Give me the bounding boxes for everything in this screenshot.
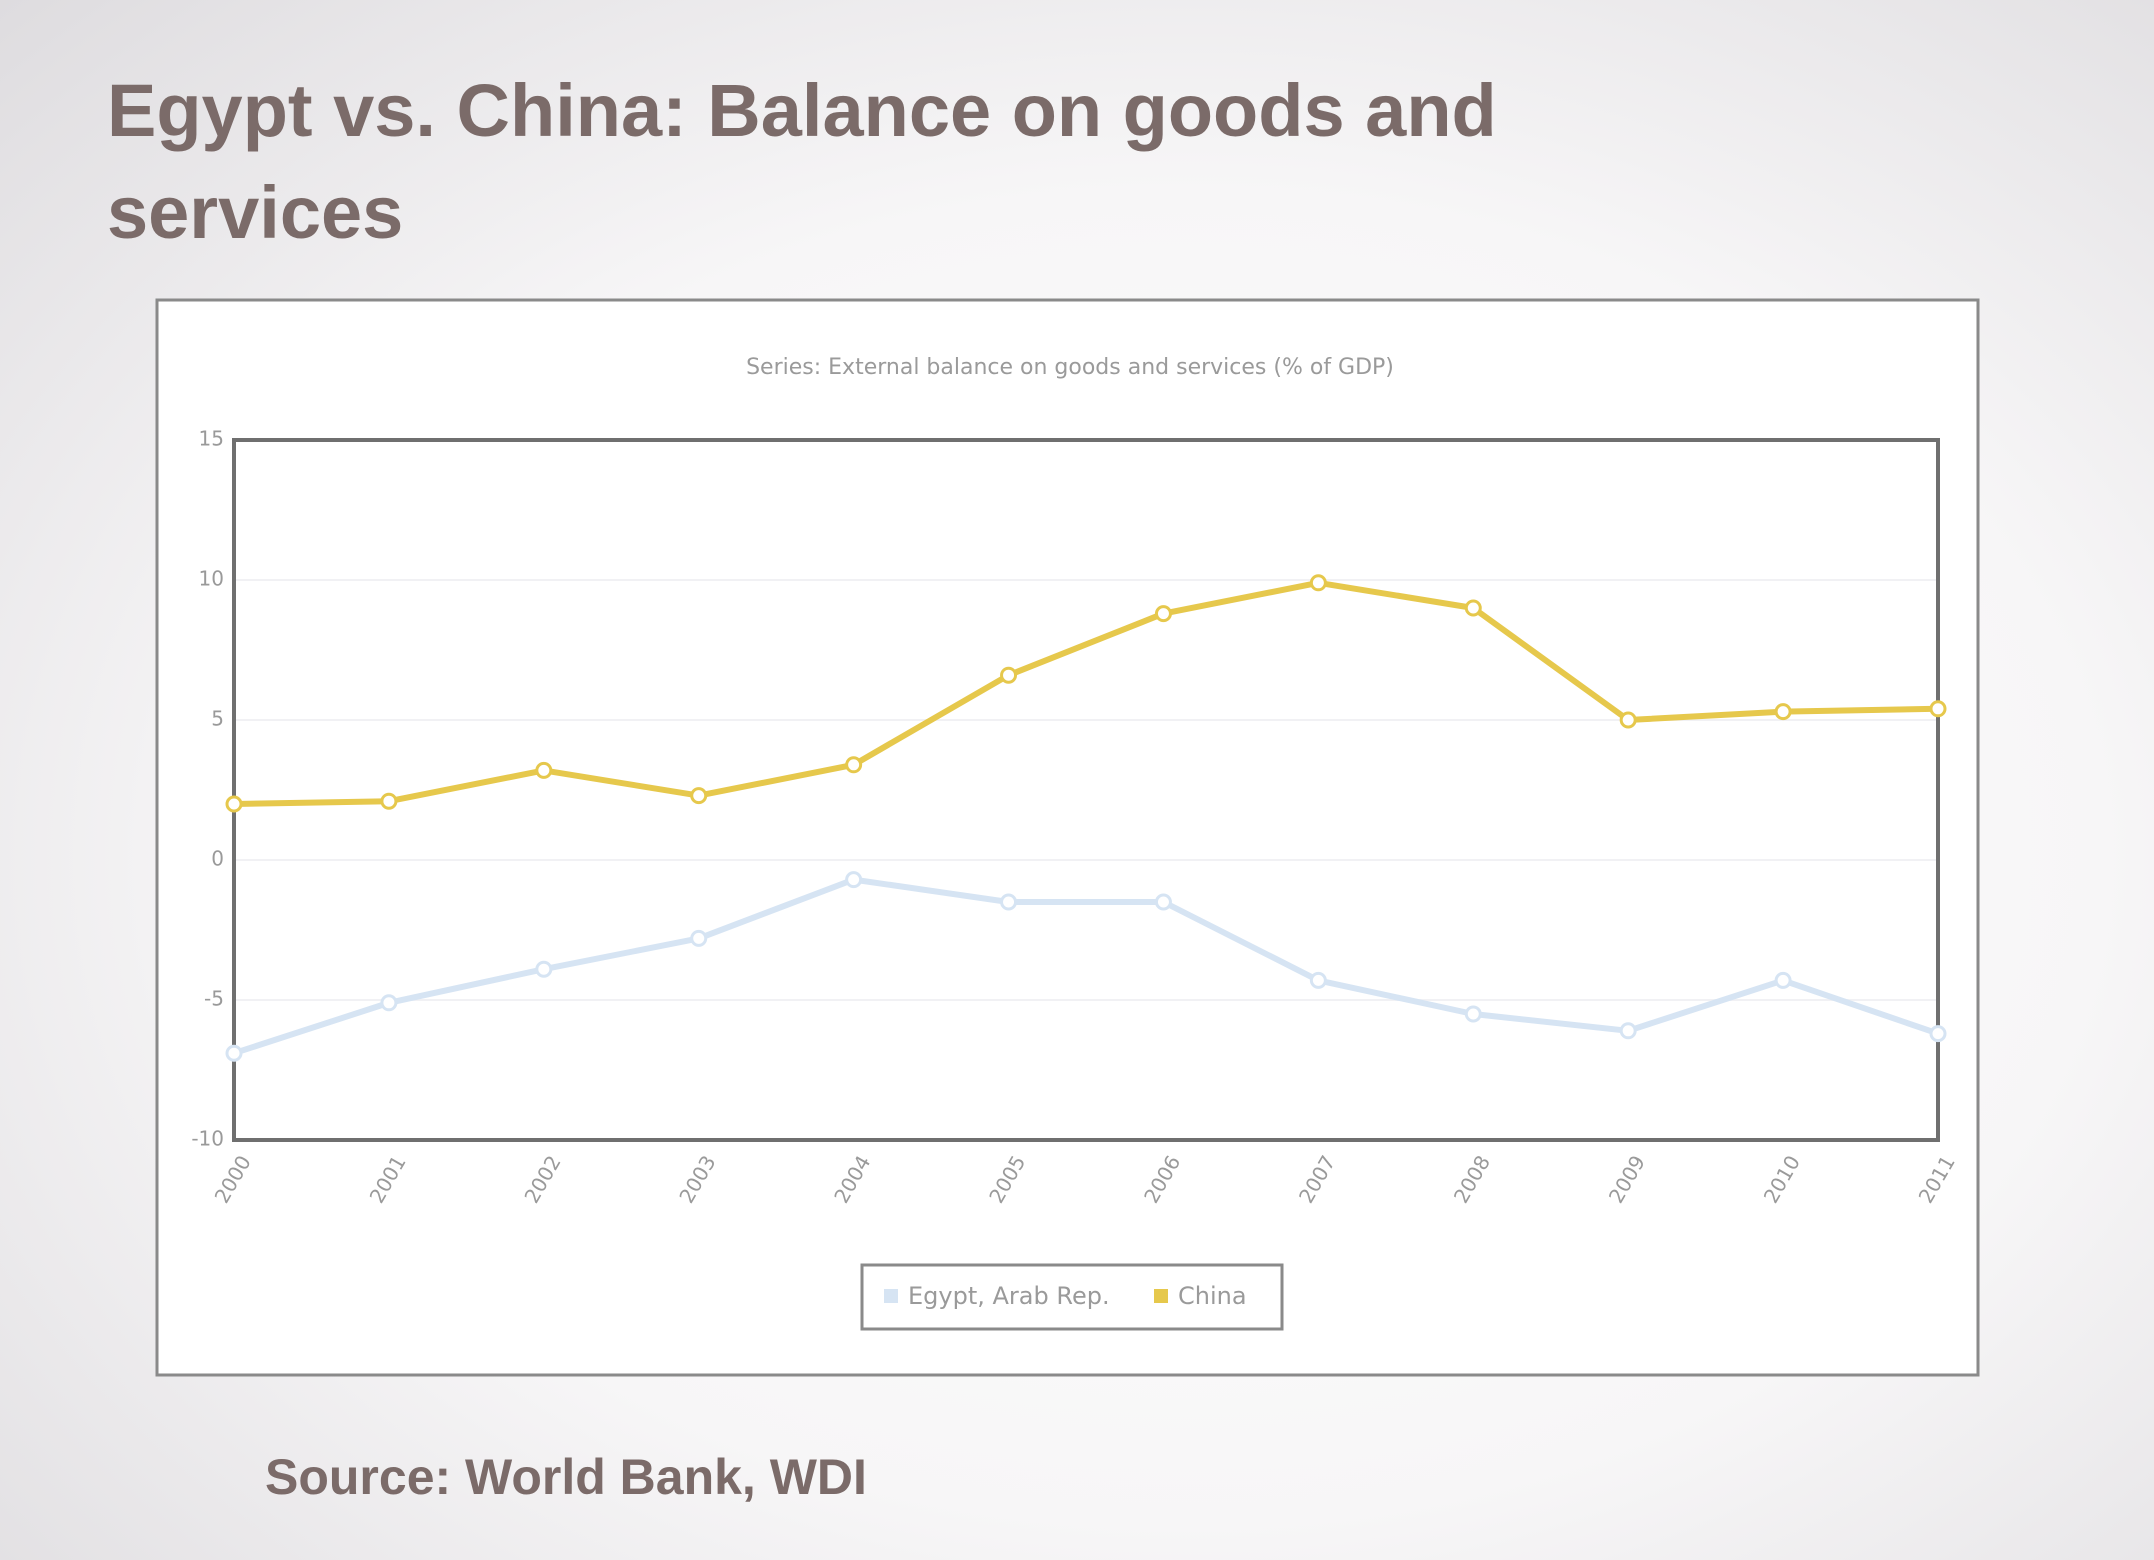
data-point (1154, 605, 1172, 623)
data-point (1000, 893, 1018, 911)
data-point (535, 761, 553, 779)
y-tick-label: -5 (204, 987, 224, 1011)
data-point (1774, 703, 1792, 721)
data-point (1000, 666, 1018, 684)
data-point (690, 787, 708, 805)
data-point (1929, 1025, 1947, 1043)
data-point (1309, 971, 1327, 989)
data-point (380, 792, 398, 810)
plot-frame (232, 438, 1940, 1142)
legend-box (860, 1263, 1284, 1331)
legend-swatch (1154, 1289, 1168, 1303)
series-line (233, 876, 1939, 1057)
data-point (1619, 1022, 1637, 1040)
data-point (380, 994, 398, 1012)
data-point (1464, 599, 1482, 617)
data-point (1154, 893, 1172, 911)
data-point (1774, 971, 1792, 989)
legend-swatch (884, 1289, 898, 1303)
y-tick-label: -10 (191, 1127, 224, 1151)
data-point (845, 871, 863, 889)
slide-title: Egypt vs. China: Balance on goods and se… (107, 69, 1497, 254)
legend-label: China (1178, 1282, 1247, 1310)
data-point (1929, 700, 1947, 718)
data-point (690, 929, 708, 947)
source-note: Source: World Bank, WDI (265, 1449, 867, 1505)
data-point (225, 795, 243, 813)
chart-subtitle: Series: External balance on goods and se… (746, 355, 1394, 380)
y-tick-label: 10 (199, 567, 224, 591)
data-point (845, 756, 863, 774)
data-point (225, 1044, 243, 1062)
y-tick-label: 15 (199, 427, 224, 451)
legend-label: Egypt, Arab Rep. (908, 1282, 1110, 1310)
y-tick-label: 0 (211, 847, 224, 871)
data-point (1619, 711, 1637, 729)
data-point (535, 960, 553, 978)
data-point (1464, 1005, 1482, 1023)
y-tick-label: 5 (211, 707, 224, 731)
series-line (233, 579, 1939, 807)
chart-frame (155, 298, 1980, 1377)
data-point (1309, 574, 1327, 592)
